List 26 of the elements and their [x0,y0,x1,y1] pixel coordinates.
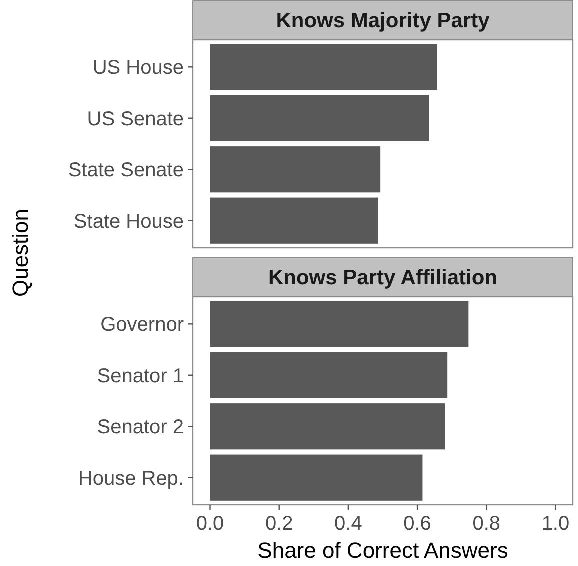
y-tick-label: State House [74,210,184,233]
bar [210,44,438,90]
x-tick-label: 0.4 [334,513,362,535]
y-tick-label: US House [92,57,184,80]
chart-title: Knows Majority Party [276,10,490,32]
y-tick-label: State Senate [68,160,184,182]
bar [210,404,446,450]
y-tick-label: US Senate [87,108,184,130]
x-tick-label: 0.6 [404,513,432,535]
bar [210,95,430,142]
bar [210,454,423,501]
bar [210,352,448,398]
x-tick-label: 1.0 [542,513,570,535]
y-tick-label: Senator 1 [97,365,184,388]
bar [210,198,378,244]
y-axis-title: Question [8,208,33,298]
x-axis-title: Share of Correct Answers [258,538,508,563]
x-tick-label: 0.2 [265,513,294,535]
chart-title: Knows Party Affiliation [268,266,498,290]
x-tick-label: 0.0 [196,513,224,535]
y-tick-label: House Rep. [78,468,184,490]
bar [210,146,381,193]
x-tick-label: 0.8 [472,513,501,535]
y-tick-label: Senator 2 [97,416,184,439]
y-tick-label: Governor [100,314,184,336]
bar [210,301,469,348]
